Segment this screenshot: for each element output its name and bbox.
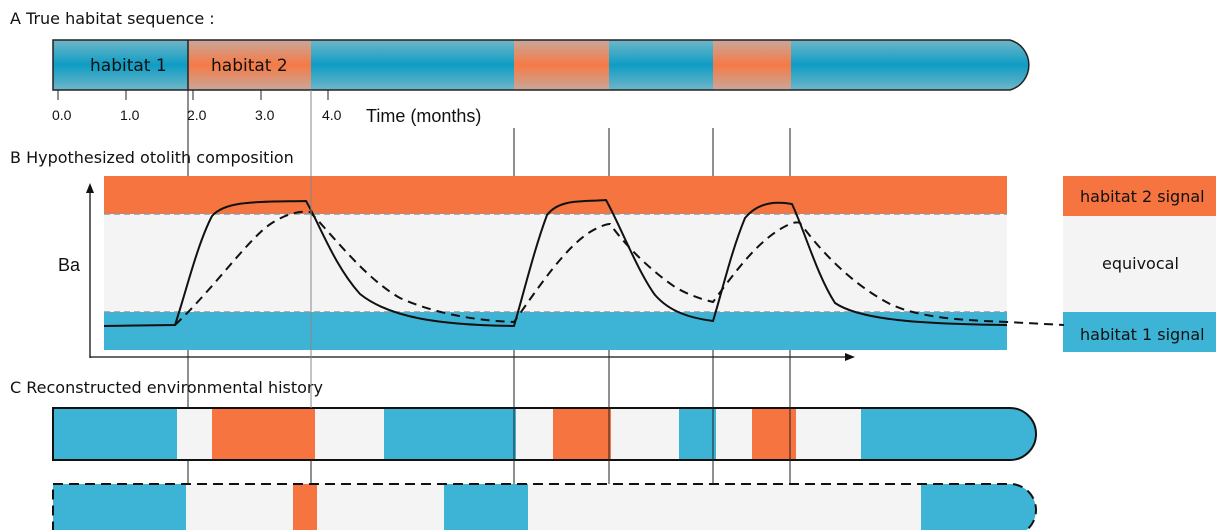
equivocal-band — [104, 214, 1007, 312]
guide-lines — [187, 90, 791, 484]
legend-equivocal-box — [1063, 216, 1216, 312]
legend-equivocal-label: equivocal — [1102, 254, 1179, 273]
habitat2-segment — [293, 484, 317, 530]
reconstruction-slow-outline — [52, 483, 1037, 530]
reconstruction-slow-bar — [53, 484, 1036, 530]
habitat1-segment — [53, 40, 188, 90]
reconstruction-fast-bar — [53, 408, 1036, 460]
habitat1-segment — [679, 408, 716, 460]
ba-axes: Ba — [58, 183, 855, 361]
section-b-title: B Hypothesized otolith composition — [10, 148, 294, 167]
habitat1-segment — [609, 40, 713, 90]
habitat1-segment — [861, 408, 1036, 460]
habitat1-segment — [444, 484, 528, 530]
signal-bands — [104, 176, 1007, 350]
habitat1-label: habitat 1 — [90, 56, 167, 76]
true-habitat-bar — [53, 40, 1029, 90]
habitat2-label: habitat 2 — [211, 56, 288, 76]
habitat1-segment — [53, 408, 177, 460]
y-axis-label: Ba — [58, 255, 81, 275]
reconstruction-fast-outline — [52, 407, 1037, 461]
habitat2-segment — [514, 40, 609, 90]
habitat1-segment — [384, 408, 516, 460]
legend-habitat2-label: habitat 2 signal — [1080, 187, 1205, 206]
habitat2-segment — [212, 408, 315, 460]
x-axis-arrow — [845, 353, 855, 361]
legend-habitat1-box — [1063, 312, 1216, 352]
time-axis-label: Time (months) — [366, 106, 481, 126]
slow-response-curve — [174, 210, 1065, 326]
time-axis: 0.0 1.0 2.0 3.0 4.0 Time (months) — [52, 90, 481, 126]
time-tick-label: 3.0 — [255, 107, 275, 123]
habitat2-segment — [752, 408, 796, 460]
section-c-title: C Reconstructed environmental history — [10, 378, 323, 397]
habitat1-signal-band — [104, 312, 1007, 350]
habitat1-segment — [921, 484, 1036, 530]
y-axis-arrow — [86, 183, 94, 193]
legend-habitat1-label: habitat 1 signal — [1080, 325, 1205, 344]
habitat2-segment — [713, 40, 791, 90]
habitat2-segment — [188, 40, 311, 90]
legend-habitat2-box — [1063, 176, 1216, 216]
equivocal-segment — [53, 484, 1036, 530]
time-tick-label: 0.0 — [52, 107, 72, 123]
time-tick-label: 2.0 — [187, 107, 207, 123]
time-tick-label: 1.0 — [120, 107, 140, 123]
habitat1-segment — [53, 484, 186, 530]
legend: habitat 2 signal equivocal habitat 1 sig… — [1063, 176, 1216, 352]
true-habitat-bar-outline — [52, 39, 1030, 91]
habitat1-segment — [791, 40, 1029, 90]
time-tick-label: 4.0 — [322, 107, 342, 123]
habitat2-segment — [553, 408, 611, 460]
section-a-title: A True habitat sequence : — [10, 9, 215, 28]
habitat1-segment — [311, 40, 514, 90]
